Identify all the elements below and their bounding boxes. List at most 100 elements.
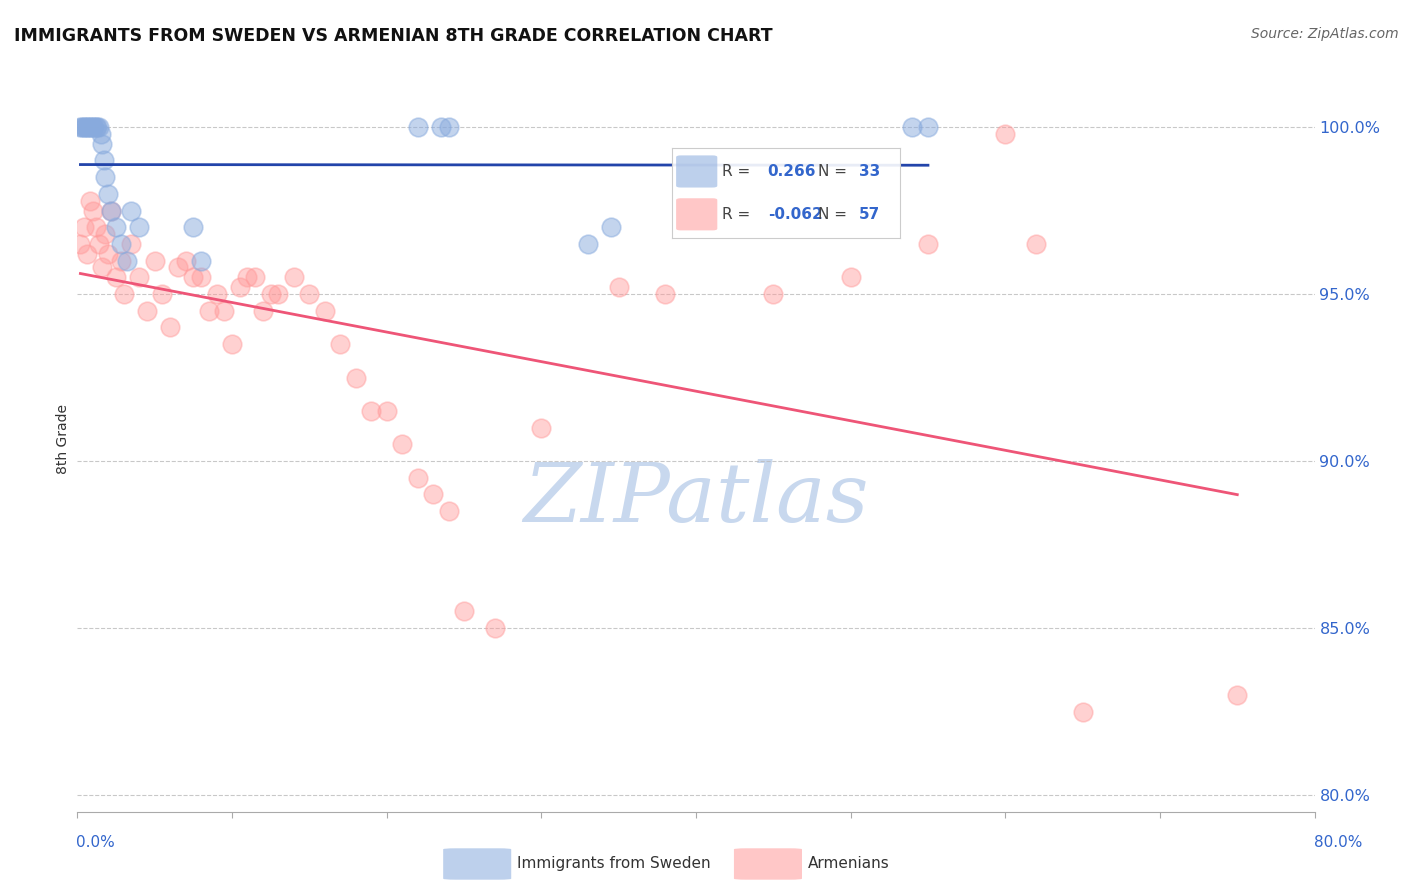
Point <box>112 287 135 301</box>
Point <box>100 203 122 218</box>
Point <box>214 303 236 318</box>
Point <box>430 120 453 134</box>
Text: R =: R = <box>721 207 755 222</box>
Point <box>437 120 460 134</box>
Point <box>87 120 110 134</box>
Point <box>174 253 197 268</box>
Point <box>329 337 352 351</box>
Text: Armenians: Armenians <box>808 855 890 871</box>
Point <box>110 236 132 251</box>
Point <box>152 287 174 301</box>
Point <box>128 270 150 285</box>
Point <box>344 370 367 384</box>
Point <box>197 303 219 318</box>
FancyBboxPatch shape <box>676 198 717 230</box>
Point <box>77 120 100 134</box>
Point <box>1226 688 1249 702</box>
FancyBboxPatch shape <box>734 848 801 880</box>
Point <box>205 287 228 301</box>
Point <box>93 153 115 168</box>
Point <box>839 270 862 285</box>
Point <box>83 120 105 134</box>
Point <box>600 220 623 235</box>
Point <box>90 127 111 141</box>
FancyBboxPatch shape <box>443 848 512 880</box>
Point <box>82 120 104 134</box>
Point <box>94 170 117 185</box>
Point <box>252 303 274 318</box>
Text: N =: N = <box>818 164 852 179</box>
Point <box>994 127 1017 141</box>
Text: Source: ZipAtlas.com: Source: ZipAtlas.com <box>1251 27 1399 41</box>
Point <box>391 437 413 451</box>
Point <box>136 303 159 318</box>
Point <box>183 220 205 235</box>
Point <box>76 120 98 134</box>
Point <box>128 220 150 235</box>
Point <box>79 120 101 134</box>
Point <box>221 337 243 351</box>
Point <box>97 247 120 261</box>
Text: N =: N = <box>818 207 852 222</box>
Point <box>406 120 429 134</box>
Point <box>94 227 117 241</box>
Text: 80.0%: 80.0% <box>1315 836 1362 850</box>
Point <box>298 287 321 301</box>
Text: Immigrants from Sweden: Immigrants from Sweden <box>517 855 711 871</box>
Point <box>69 236 91 251</box>
Point <box>105 220 127 235</box>
Point <box>422 487 444 501</box>
FancyBboxPatch shape <box>676 155 717 187</box>
Point <box>375 404 398 418</box>
Text: 0.266: 0.266 <box>768 164 815 179</box>
Point <box>267 287 290 301</box>
Point <box>70 120 93 134</box>
Point <box>91 260 114 275</box>
Point <box>260 287 283 301</box>
Text: 33: 33 <box>859 164 880 179</box>
Point <box>115 253 138 268</box>
Point <box>159 320 181 334</box>
Point <box>79 194 101 208</box>
Text: ZIPatlas: ZIPatlas <box>523 458 869 539</box>
Point <box>121 203 143 218</box>
Point <box>576 236 599 251</box>
Point <box>69 120 91 134</box>
Point <box>72 120 94 134</box>
Text: -0.062: -0.062 <box>768 207 823 222</box>
Point <box>110 253 132 268</box>
Point <box>97 186 120 201</box>
Point <box>121 236 143 251</box>
Point <box>1071 705 1094 719</box>
Point <box>360 404 382 418</box>
Point <box>72 220 94 235</box>
Point <box>87 236 110 251</box>
Point <box>80 120 103 134</box>
Point <box>1025 236 1047 251</box>
Point <box>236 270 259 285</box>
Point <box>437 504 460 518</box>
Point <box>167 260 190 275</box>
Point <box>901 120 924 134</box>
Point <box>762 287 785 301</box>
Text: 57: 57 <box>859 207 880 222</box>
Point <box>453 604 475 618</box>
Text: R =: R = <box>721 164 755 179</box>
Point <box>75 120 96 134</box>
Point <box>105 270 127 285</box>
Point <box>190 270 212 285</box>
Point <box>607 280 630 294</box>
Point <box>100 203 122 218</box>
Point <box>183 270 205 285</box>
Point <box>86 120 108 134</box>
Point <box>314 303 336 318</box>
Point <box>245 270 267 285</box>
Point <box>484 621 506 635</box>
Point <box>143 253 166 268</box>
Text: IMMIGRANTS FROM SWEDEN VS ARMENIAN 8TH GRADE CORRELATION CHART: IMMIGRANTS FROM SWEDEN VS ARMENIAN 8TH G… <box>14 27 773 45</box>
Point <box>228 280 252 294</box>
Text: 0.0%: 0.0% <box>76 836 115 850</box>
Point <box>84 220 107 235</box>
Point <box>84 120 107 134</box>
Point <box>530 420 553 434</box>
